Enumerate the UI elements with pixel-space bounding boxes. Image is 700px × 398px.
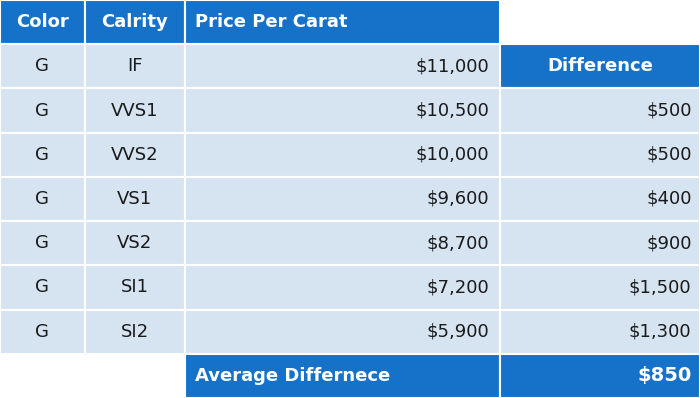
Bar bbox=[500, 221, 700, 265]
Bar bbox=[85, 44, 185, 88]
Bar bbox=[85, 221, 185, 265]
Bar bbox=[85, 0, 185, 44]
Bar bbox=[85, 310, 185, 354]
Text: $5,900: $5,900 bbox=[426, 323, 489, 341]
Bar bbox=[0, 221, 85, 265]
Text: SI2: SI2 bbox=[120, 323, 149, 341]
Text: $9,600: $9,600 bbox=[427, 190, 489, 208]
Text: G: G bbox=[36, 279, 49, 297]
Text: $500: $500 bbox=[646, 146, 692, 164]
Text: VS1: VS1 bbox=[117, 190, 153, 208]
Bar bbox=[0, 88, 85, 133]
Bar bbox=[0, 44, 85, 88]
Bar bbox=[0, 310, 85, 354]
Text: $11,000: $11,000 bbox=[416, 57, 489, 75]
Bar bbox=[500, 0, 700, 44]
Text: $500: $500 bbox=[646, 101, 692, 119]
Bar bbox=[500, 88, 700, 133]
Text: $10,000: $10,000 bbox=[416, 146, 489, 164]
Text: Color: Color bbox=[16, 13, 69, 31]
Text: $10,500: $10,500 bbox=[415, 101, 489, 119]
Text: Price Per Carat: Price Per Carat bbox=[195, 13, 348, 31]
Text: VVS1: VVS1 bbox=[111, 101, 158, 119]
Text: $7,200: $7,200 bbox=[426, 279, 489, 297]
Text: $1,300: $1,300 bbox=[629, 323, 692, 341]
Text: VS2: VS2 bbox=[117, 234, 153, 252]
Bar bbox=[500, 177, 700, 221]
Text: SI1: SI1 bbox=[120, 279, 148, 297]
Bar bbox=[185, 88, 500, 133]
Bar bbox=[185, 354, 500, 398]
Text: $1,500: $1,500 bbox=[629, 279, 692, 297]
Bar bbox=[85, 88, 185, 133]
Text: G: G bbox=[36, 57, 49, 75]
Text: G: G bbox=[36, 101, 49, 119]
Text: $400: $400 bbox=[646, 190, 692, 208]
Bar bbox=[185, 265, 500, 310]
Bar bbox=[0, 177, 85, 221]
Bar bbox=[500, 354, 700, 398]
Bar bbox=[0, 0, 85, 44]
Text: VVS2: VVS2 bbox=[111, 146, 159, 164]
Bar bbox=[185, 0, 500, 44]
Bar bbox=[85, 133, 185, 177]
Bar bbox=[500, 310, 700, 354]
Bar bbox=[185, 177, 500, 221]
Text: G: G bbox=[36, 323, 49, 341]
Bar bbox=[500, 133, 700, 177]
Text: Calrity: Calrity bbox=[102, 13, 168, 31]
Text: IF: IF bbox=[127, 57, 143, 75]
Bar bbox=[0, 354, 185, 398]
Text: Difference: Difference bbox=[547, 57, 653, 75]
Text: G: G bbox=[36, 190, 49, 208]
Bar bbox=[185, 44, 500, 88]
Bar bbox=[85, 177, 185, 221]
Bar bbox=[185, 310, 500, 354]
Text: $900: $900 bbox=[646, 234, 692, 252]
Bar bbox=[500, 265, 700, 310]
Text: $850: $850 bbox=[638, 367, 692, 385]
Bar bbox=[0, 265, 85, 310]
Text: G: G bbox=[36, 146, 49, 164]
Bar bbox=[85, 265, 185, 310]
Bar bbox=[500, 44, 700, 88]
Text: Average Differnece: Average Differnece bbox=[195, 367, 391, 385]
Text: G: G bbox=[36, 234, 49, 252]
Bar bbox=[185, 221, 500, 265]
Bar bbox=[0, 133, 85, 177]
Bar bbox=[185, 133, 500, 177]
Text: $8,700: $8,700 bbox=[427, 234, 489, 252]
